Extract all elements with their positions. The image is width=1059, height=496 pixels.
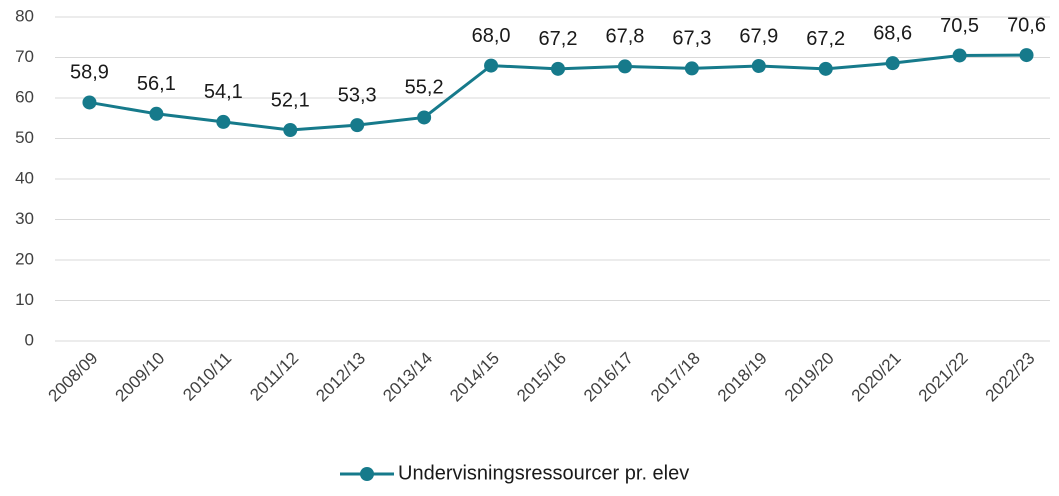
- point: [818, 61, 833, 76]
- data-label: 58,9: [70, 62, 109, 84]
- data-label: 54,1: [204, 81, 243, 103]
- y-tick-label: 60: [15, 87, 34, 106]
- data-label: 52,1: [271, 89, 310, 111]
- y-tick-label: 0: [25, 330, 34, 349]
- data-label: 67,2: [539, 28, 578, 50]
- point: [417, 110, 432, 125]
- x-tick-label: 2021/22: [915, 349, 972, 406]
- point: [751, 59, 766, 74]
- x-tick-label: 2008/09: [45, 349, 102, 406]
- y-tick-label: 70: [15, 47, 34, 66]
- x-tick-label: 2014/15: [446, 349, 503, 406]
- data-label: 68,6: [873, 22, 912, 44]
- data-label: 67,2: [806, 28, 845, 50]
- legend-marker: [360, 467, 374, 481]
- x-tick-label: 2022/23: [982, 349, 1039, 406]
- data-label: 53,3: [338, 84, 377, 106]
- data-label: 56,1: [137, 73, 176, 95]
- point: [484, 58, 499, 73]
- x-tick-label: 2020/21: [848, 349, 905, 406]
- x-tick-label: 2016/17: [580, 349, 637, 406]
- y-tick-label: 20: [15, 249, 34, 268]
- data-label: 55,2: [405, 77, 444, 99]
- point: [885, 56, 900, 71]
- point: [149, 106, 164, 121]
- x-tick-label: 2017/18: [647, 349, 704, 406]
- point: [216, 114, 231, 129]
- y-tick-label: 30: [15, 209, 34, 228]
- data-label: 70,6: [1007, 14, 1046, 36]
- x-tick-label: 2018/19: [714, 349, 771, 406]
- point: [551, 61, 565, 76]
- data-label: 67,8: [605, 26, 644, 48]
- point: [82, 95, 97, 110]
- data-label: 70,5: [940, 15, 979, 37]
- point: [617, 59, 632, 74]
- y-tick-label: 10: [15, 290, 34, 309]
- x-tick-label: 2013/14: [379, 349, 436, 406]
- point: [684, 61, 699, 76]
- legend-label: Undervisningsressourcer pr. elev: [398, 462, 689, 484]
- point: [1019, 48, 1034, 63]
- x-tick-label: 2012/13: [312, 349, 369, 406]
- x-tick-label: 2015/16: [513, 349, 570, 406]
- data-label: 67,3: [672, 28, 711, 50]
- x-tick-label: 2011/12: [246, 349, 302, 405]
- point: [350, 118, 365, 133]
- point: [952, 48, 967, 63]
- x-tick-label: 2010/11: [179, 349, 235, 405]
- data-label: 68,0: [472, 25, 511, 47]
- y-tick-label: 50: [15, 128, 34, 147]
- x-tick-label: 2019/20: [781, 349, 838, 406]
- y-tick-label: 40: [15, 168, 34, 187]
- x-tick-label: 2009/10: [112, 349, 169, 406]
- point: [283, 122, 298, 137]
- y-tick-label: 80: [15, 6, 34, 25]
- data-label: 67,9: [739, 25, 778, 47]
